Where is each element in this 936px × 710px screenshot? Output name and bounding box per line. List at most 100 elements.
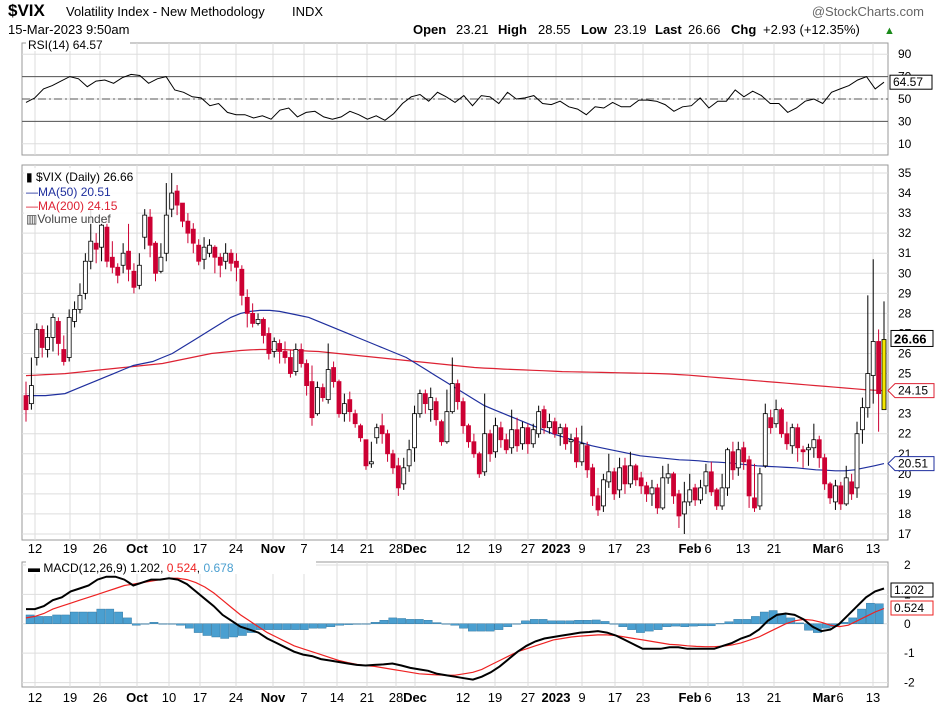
candle <box>347 391 353 422</box>
macd-histogram-bar <box>96 608 106 624</box>
candle <box>530 423 536 448</box>
x-tick-label: 19 <box>63 541 77 556</box>
candle <box>320 383 326 402</box>
candle <box>363 439 369 470</box>
rsi-y-tick: 90 <box>898 47 912 61</box>
last-label: Last <box>655 22 682 37</box>
price-y-tick: 33 <box>898 206 912 220</box>
macd-histogram-bar <box>123 617 132 624</box>
x-tick-label: 12 <box>456 541 470 556</box>
macd-histogram-bar <box>255 623 265 630</box>
price-y-tick: 25 <box>898 367 912 381</box>
x-tick-label: 19 <box>488 541 502 556</box>
candle <box>352 409 358 428</box>
chg-up-arrow-icon: ▲ <box>884 25 895 37</box>
candle <box>514 417 520 452</box>
candle <box>541 405 547 434</box>
x-tick-label: 26 <box>93 541 107 556</box>
macd-histogram-bar <box>468 623 477 632</box>
candle <box>93 233 99 264</box>
ma200-last-label: 24.15 <box>887 383 935 399</box>
macd-histogram-bar <box>432 622 442 624</box>
candle <box>617 457 622 498</box>
candle <box>741 441 747 470</box>
price-y-tick: 19 <box>898 487 912 501</box>
x-tick-label: Nov <box>261 541 286 556</box>
signal-last-label: 0.524 <box>890 600 934 616</box>
candle <box>827 481 833 504</box>
macd-y-tick: 0 <box>904 617 911 631</box>
candle <box>584 441 590 478</box>
macd-histogram-bar <box>140 623 150 625</box>
candle <box>412 405 417 462</box>
candle <box>579 425 585 466</box>
candle <box>417 389 423 418</box>
macd-histogram-bar <box>574 620 583 624</box>
candle <box>800 445 806 468</box>
macd-histogram-bar <box>25 614 35 624</box>
candle <box>460 397 466 434</box>
candle <box>590 463 596 506</box>
price-y-tick: 23 <box>898 407 912 421</box>
macd-histogram-bar <box>282 623 291 630</box>
candle <box>455 379 461 410</box>
candle <box>498 421 504 448</box>
macd-histogram-bar <box>406 619 415 624</box>
candle <box>180 202 185 228</box>
x-tick-label: Feb <box>678 690 701 705</box>
candle <box>72 301 77 328</box>
candle <box>811 423 817 458</box>
candle <box>752 463 757 512</box>
x-tick-label: 12 <box>456 690 470 705</box>
x-tick-label: 28 <box>389 690 403 705</box>
candle <box>822 453 828 490</box>
candle <box>314 381 320 416</box>
price-y-tick: 22 <box>898 427 912 441</box>
macd-legend-icon: ▬ <box>28 561 40 575</box>
macd-histogram-bar <box>583 620 592 624</box>
candle <box>341 393 347 422</box>
macd-histogram-bar <box>662 623 672 627</box>
x-tick-label: 17 <box>608 541 622 556</box>
macd-histogram-bar <box>211 623 221 638</box>
ma200-line <box>25 348 885 392</box>
svg-text:26.66: 26.66 <box>894 331 927 346</box>
macd-histogram-bar <box>308 623 318 629</box>
macd-panel: -2-1012 ▬ MACD(12,26,9) 1.202, 0.524, 0.… <box>21 558 934 690</box>
candle <box>277 339 283 364</box>
candle <box>55 317 61 356</box>
candle <box>698 479 703 504</box>
candle <box>298 343 304 368</box>
candle <box>865 295 871 418</box>
price-y-tick: 30 <box>898 266 912 280</box>
candle <box>444 389 450 444</box>
macd-last-label: 1.202 <box>890 582 934 598</box>
candle <box>552 417 558 438</box>
candle <box>520 421 525 450</box>
x-tick-label: 27 <box>521 690 535 705</box>
x-tick-label: Mar <box>812 690 835 705</box>
x-tick-label: 13 <box>866 541 880 556</box>
rsi-panel: 1030507090 RSI(14) 64.57 64.57 <box>21 38 933 156</box>
macd-histogram-bar <box>291 623 300 630</box>
candle <box>849 473 855 500</box>
macd-histogram-bar <box>176 623 185 626</box>
candle <box>325 343 331 404</box>
candle <box>762 403 768 468</box>
candle <box>719 473 725 510</box>
candle <box>34 323 40 366</box>
candle <box>439 419 444 446</box>
macd-histogram-bar <box>105 608 115 624</box>
candle <box>385 429 390 462</box>
candle <box>153 241 158 282</box>
macd-histogram-bar <box>485 623 495 632</box>
candle <box>126 223 131 282</box>
candle <box>158 243 164 274</box>
candle <box>336 379 342 418</box>
macd-histogram-bar <box>185 623 194 629</box>
macd-y-tick: 2 <box>904 558 911 572</box>
candle-icon: ▮ <box>26 170 33 184</box>
candle <box>789 423 795 454</box>
macd-histogram-bar <box>441 623 451 625</box>
candle <box>23 381 29 422</box>
